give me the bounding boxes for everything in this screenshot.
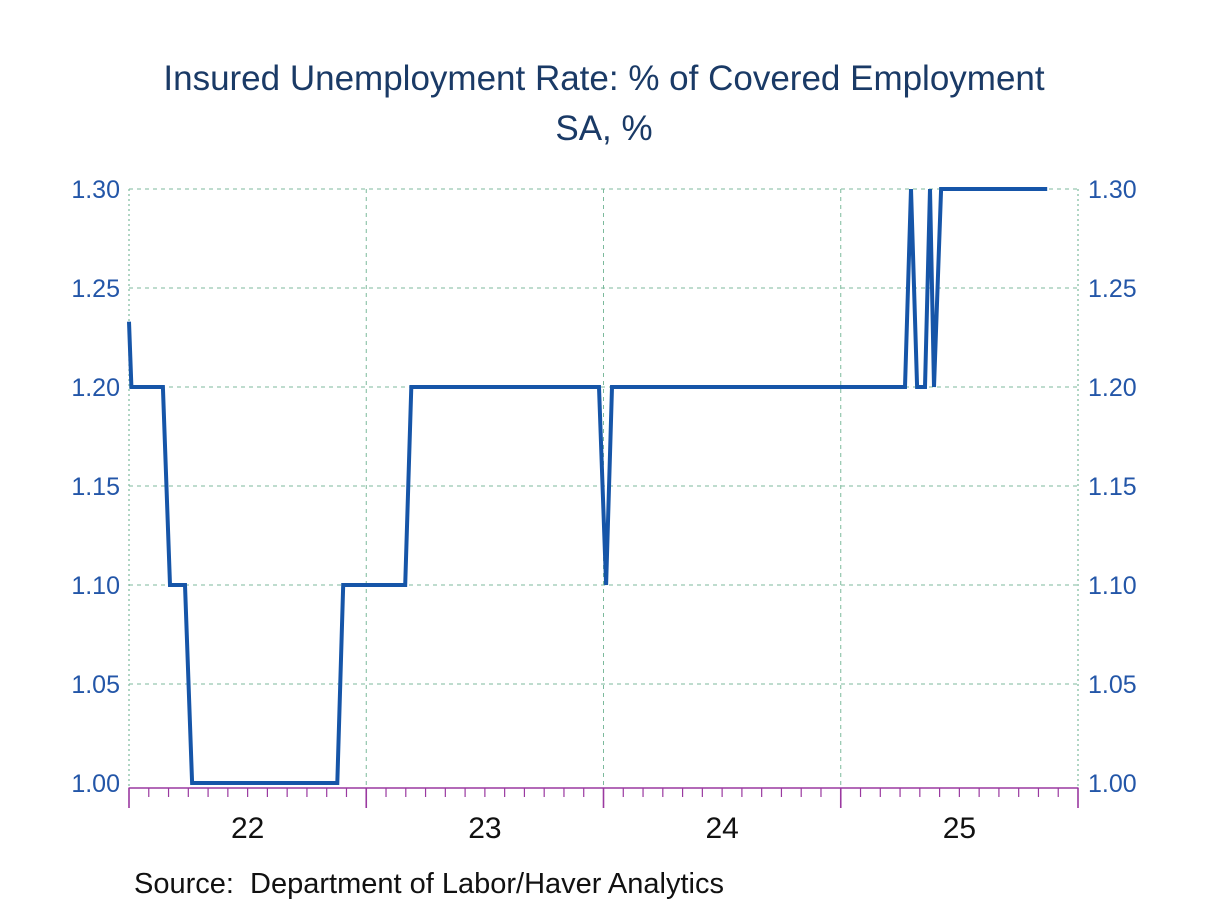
y-tick-label-right: 1.15 xyxy=(1088,473,1137,501)
y-tick-labels: 1.00 1.00 1.05 1.05 1.10 1.10 1.15 1.15 1.20 1.20… xyxy=(71,176,1136,798)
y-tick-label-right: 1.00 xyxy=(1088,770,1137,798)
y-tick-label-left: 1.15 xyxy=(71,473,120,501)
series-line xyxy=(127,187,1048,785)
y-tick-label-left: 1.10 xyxy=(71,572,120,600)
x-tick-label: 24 xyxy=(705,812,738,845)
x-axis xyxy=(128,787,1079,808)
x-tick-label: 25 xyxy=(943,812,976,845)
y-tick-label-right: 1.20 xyxy=(1088,374,1137,402)
y-tick-label-left: 1.05 xyxy=(71,671,120,699)
chart-title-line2: SA, % xyxy=(555,109,653,148)
y-tick-label-left: 1.30 xyxy=(71,176,120,204)
chart-title-line1: Insured Unemployment Rate: % of Covered … xyxy=(163,59,1045,98)
y-tick-label-left: 1.25 xyxy=(71,275,120,303)
y-tick-label-right: 1.10 xyxy=(1088,572,1137,600)
y-tick-label-right: 1.30 xyxy=(1088,176,1137,204)
chart-title: Insured Unemployment Rate: % of Covered … xyxy=(0,54,1208,154)
source-caption: Source: Department of Labor/Haver Analyt… xyxy=(134,868,724,900)
x-tick-labels: 22 23 24 25 xyxy=(231,812,976,845)
y-tick-label-left: 1.20 xyxy=(71,374,120,402)
y-tick-label-right: 1.25 xyxy=(1088,275,1137,303)
x-tick-label: 22 xyxy=(231,812,264,845)
y-tick-label-left: 1.00 xyxy=(71,770,120,798)
y-tick-label-right: 1.05 xyxy=(1088,671,1137,699)
x-tick-label: 23 xyxy=(468,812,501,845)
